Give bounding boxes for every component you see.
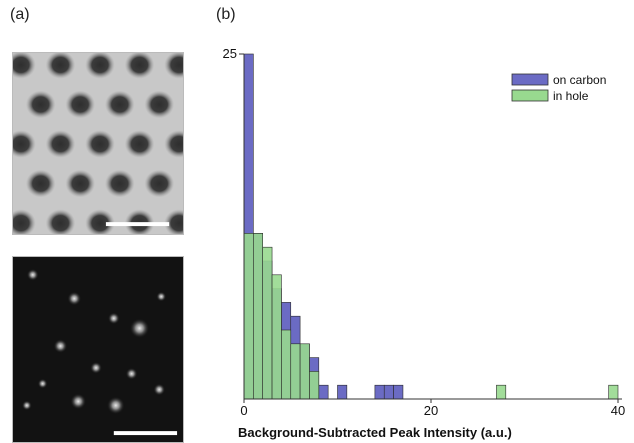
fluorescent-spot: [70, 393, 87, 410]
hole-spot: [85, 209, 115, 234]
hole-spot: [13, 130, 36, 158]
hole-spot: [124, 130, 155, 158]
hole-spot: [45, 209, 76, 234]
bar-in-hole-27: [496, 384, 507, 400]
fluorescent-spot: [37, 378, 48, 389]
hole-spot: [45, 130, 76, 158]
hole-spot: [164, 130, 183, 158]
bar-in-hole-4: [281, 329, 292, 400]
bar-in-hole-1: [253, 233, 264, 400]
hole-spot: [45, 53, 76, 79]
fluorescent-spot: [53, 339, 68, 353]
legend: on carbon in hole: [511, 73, 606, 103]
bar-on-carbon-10: [337, 384, 348, 400]
bar-on-carbon-15: [383, 384, 394, 400]
hole-spot: [25, 90, 56, 119]
bar-in-hole-3: [271, 274, 282, 400]
hole-spot: [104, 169, 135, 198]
carbon-micrograph-image: [12, 52, 184, 235]
hole-spot: [65, 169, 96, 198]
x-tick-label-20: 20: [424, 403, 438, 418]
bar-in-hole-39: [608, 384, 619, 400]
x-axis-label: Background-Subtracted Peak Intensity (a.…: [238, 425, 512, 440]
bar-in-hole-0: [243, 233, 254, 400]
hole-spot: [13, 209, 36, 234]
fluorescent-spot: [153, 383, 166, 396]
hole-spot: [85, 130, 115, 158]
x-tick-label-40: 40: [611, 403, 625, 418]
bar-in-hole-7: [309, 371, 320, 400]
bar-on-carbon-16: [393, 384, 404, 400]
hole-spot: [144, 90, 175, 119]
hole-spot: [144, 169, 175, 198]
fluorescent-spot: [90, 361, 102, 374]
bar-in-hole-2: [262, 246, 273, 400]
fluorescent-spot: [125, 367, 138, 380]
hole-spot: [104, 90, 135, 119]
hole-spot: [124, 209, 155, 234]
legend-label-on-carbon: on carbon: [553, 73, 606, 87]
legend-swatch-on-carbon: [511, 73, 549, 86]
panel-label-b: (b): [216, 6, 236, 23]
hole-spot: [164, 53, 183, 79]
y-tick-label-25: 25: [223, 46, 237, 61]
hole-spot: [85, 53, 115, 79]
scale-bar-top: [105, 222, 170, 227]
hole-spot: [65, 90, 96, 119]
bar-on-carbon-14: [374, 384, 385, 400]
fluorescent-spot: [156, 291, 167, 302]
hole-spot: [25, 169, 56, 198]
legend-swatch-in-hole: [511, 89, 549, 102]
fluorescent-spot: [106, 396, 125, 415]
bar-in-hole-6: [299, 343, 310, 400]
hole-spot: [124, 53, 155, 79]
legend-label-in-hole: in hole: [553, 89, 589, 103]
fluorescent-spot: [21, 400, 32, 411]
x-tick-label-0: 0: [240, 403, 247, 418]
scale-bar-bottom: [113, 431, 178, 436]
fluorescent-spot: [129, 318, 150, 339]
hole-spot: [164, 209, 183, 234]
bar-in-hole-5: [290, 343, 301, 400]
bar-on-carbon-8: [318, 384, 329, 400]
fluorescent-spot: [67, 291, 82, 306]
fluorescent-spot: [26, 268, 39, 281]
panel-label-a: (a): [10, 6, 30, 23]
hole-spot: [13, 53, 36, 79]
fluorescent-spot: [107, 312, 120, 325]
fluorescence-micrograph-image: [12, 256, 184, 443]
